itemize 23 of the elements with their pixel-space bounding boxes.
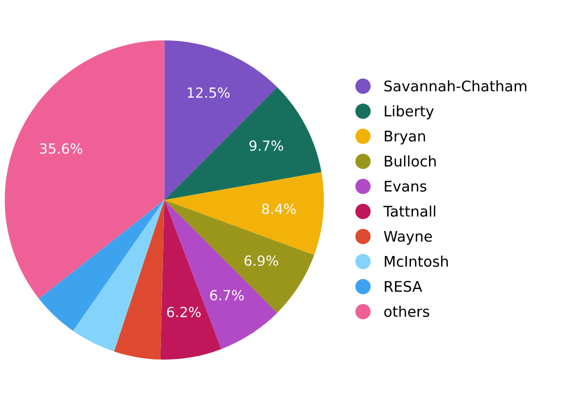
pie-slice bbox=[4, 40, 164, 299]
data-label: 6.9% bbox=[244, 255, 278, 266]
data-label: 35.6% bbox=[40, 143, 82, 154]
pie-slice bbox=[38, 200, 164, 331]
legend-label: Evans bbox=[384, 180, 426, 192]
data-label: 6.7% bbox=[210, 290, 244, 300]
data-label: 8.4% bbox=[262, 204, 296, 214]
legend-label: Savannah-Chatham bbox=[384, 80, 526, 92]
data-label: 6.2% bbox=[167, 306, 201, 318]
legend-label: Wayne bbox=[384, 230, 432, 245]
data-label: 12.5% bbox=[188, 87, 230, 98]
legend-label: Liberty bbox=[384, 105, 434, 120]
pie-slice bbox=[73, 200, 164, 352]
legend-label: Bryan bbox=[384, 130, 425, 144]
pie-slice bbox=[164, 87, 322, 200]
legend-label: RESA bbox=[384, 280, 422, 292]
legend-label: others bbox=[384, 306, 430, 317]
pie-slice bbox=[164, 172, 324, 255]
legend-label: Bulloch bbox=[384, 155, 436, 167]
pie-slice bbox=[114, 200, 164, 360]
legend-label: McIntosh bbox=[384, 256, 448, 267]
data-label: 9.7% bbox=[249, 140, 284, 151]
legend-label: Tattnall bbox=[383, 205, 436, 217]
